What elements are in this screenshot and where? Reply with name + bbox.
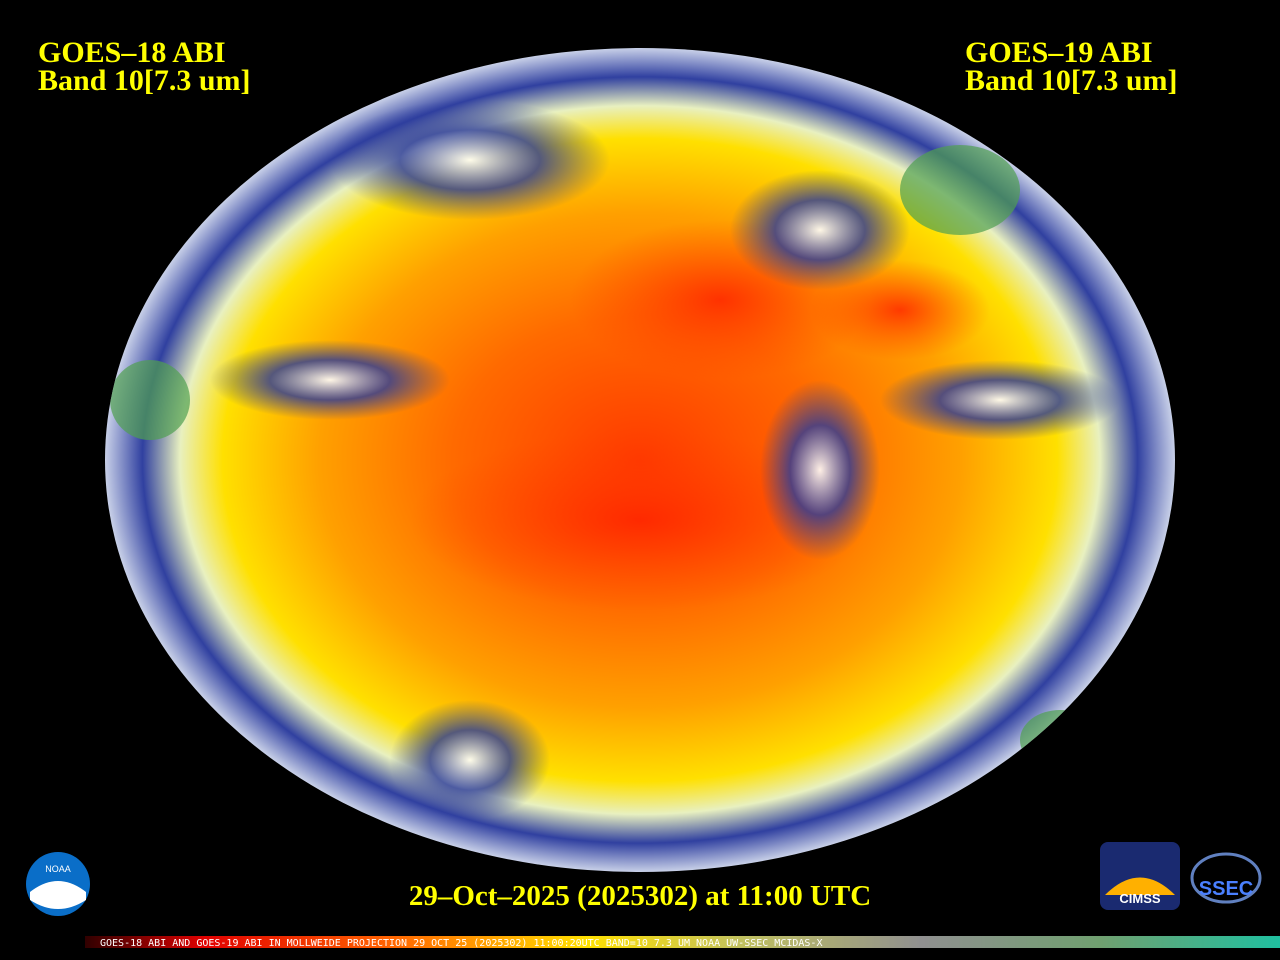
weather-features — [110, 100, 1120, 820]
left-band: Band 10[7.3 um] — [38, 64, 251, 97]
cimss-text: CIMSS — [1119, 891, 1161, 906]
noaa-text: NOAA — [45, 864, 71, 874]
ssec-text: SSEC — [1199, 878, 1253, 900]
left-title: GOES–18 ABI — [38, 36, 226, 69]
right-band: Band 10[7.3 um] — [965, 64, 1178, 97]
color-bar — [85, 936, 1280, 948]
right-title: GOES–19 ABI — [965, 36, 1153, 69]
ssec-logo — [1190, 852, 1262, 904]
timestamp: 29–Oct–2025 (2025302) at 11:00 UTC — [408, 880, 872, 912]
footer-text: GOES-18 ABI AND GOES-19 ABI IN MOLLWEIDE… — [100, 938, 822, 949]
